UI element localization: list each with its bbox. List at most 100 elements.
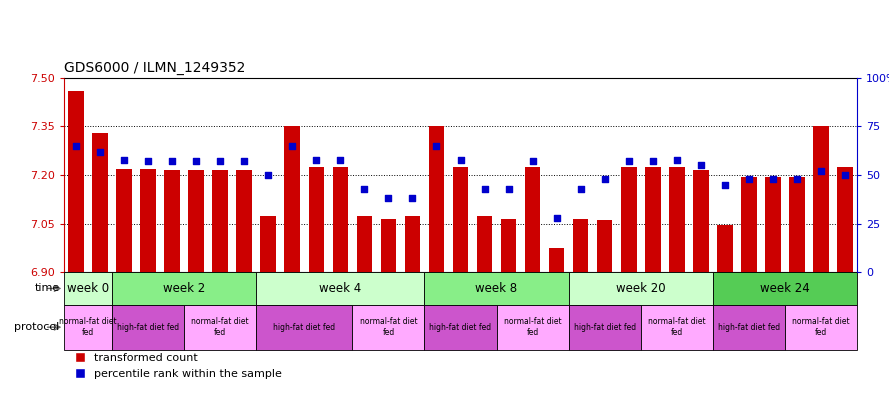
Text: GDS6000 / ILMN_1249352: GDS6000 / ILMN_1249352 (64, 61, 245, 75)
Point (501, 185, 516, 192)
Text: week 0: week 0 (67, 282, 109, 295)
Point (813, 168, 828, 174)
Bar (717, 225, 733, 272)
Bar (428, 127, 444, 272)
Text: normal-fat diet
fed: normal-fat diet fed (792, 318, 850, 337)
Point (261, 172, 276, 178)
Legend: transformed count, percentile rank within the sample: transformed count, percentile rank withi… (69, 349, 286, 384)
Bar (497, 305, 569, 350)
Point (117, 156, 132, 163)
Point (309, 156, 324, 163)
Bar (256, 272, 424, 305)
Bar (380, 219, 396, 272)
Bar (140, 169, 156, 272)
Point (213, 158, 228, 165)
Text: week 20: week 20 (616, 282, 666, 295)
Point (141, 158, 156, 165)
Bar (525, 167, 541, 272)
Bar (164, 170, 180, 272)
Point (717, 182, 732, 188)
Bar (573, 219, 589, 272)
Bar (64, 305, 112, 350)
Bar (597, 220, 613, 272)
Point (381, 195, 396, 202)
Point (621, 158, 636, 165)
Bar (641, 305, 713, 350)
Point (597, 176, 612, 182)
Text: normal-fat diet
fed: normal-fat diet fed (60, 318, 116, 337)
Point (837, 172, 852, 178)
Bar (501, 219, 517, 272)
Text: week 2: week 2 (163, 282, 205, 295)
Bar (669, 167, 685, 272)
Bar (404, 216, 420, 272)
Bar (116, 169, 132, 272)
Bar (332, 167, 348, 272)
Text: normal-fat diet
fed: normal-fat diet fed (359, 318, 417, 337)
Bar (569, 305, 641, 350)
Bar (453, 167, 469, 272)
Text: week 24: week 24 (760, 282, 810, 295)
Bar (212, 170, 228, 272)
Point (237, 158, 252, 165)
Bar (477, 216, 493, 272)
Point (285, 143, 300, 149)
Text: high-fat diet fed: high-fat diet fed (429, 323, 492, 332)
Point (573, 185, 588, 192)
Text: week 4: week 4 (319, 282, 362, 295)
Bar (693, 170, 709, 272)
Bar (424, 305, 497, 350)
Bar (785, 305, 857, 350)
Bar (112, 305, 184, 350)
Bar (64, 272, 112, 305)
Point (453, 156, 468, 163)
Bar (813, 127, 829, 272)
Point (789, 176, 804, 182)
Bar (68, 91, 84, 272)
Text: high-fat diet fed: high-fat diet fed (117, 323, 180, 332)
Point (765, 176, 780, 182)
Bar (256, 305, 352, 350)
Text: time: time (35, 283, 60, 294)
Point (357, 185, 372, 192)
Point (93, 149, 108, 155)
Text: high-fat diet fed: high-fat diet fed (573, 323, 636, 332)
Point (165, 158, 180, 165)
Point (429, 143, 444, 149)
Bar (789, 177, 805, 272)
Point (741, 176, 756, 182)
Text: protocol: protocol (14, 322, 60, 332)
Bar (352, 305, 424, 350)
Bar (308, 167, 324, 272)
Bar (621, 167, 637, 272)
Text: normal-fat diet
fed: normal-fat diet fed (648, 318, 706, 337)
Bar (112, 272, 256, 305)
Bar (741, 177, 757, 272)
Bar (424, 272, 569, 305)
Point (645, 158, 660, 165)
Bar (236, 170, 252, 272)
Bar (645, 167, 661, 272)
Bar (713, 305, 785, 350)
Text: high-fat diet fed: high-fat diet fed (273, 323, 335, 332)
Bar (765, 177, 781, 272)
Point (477, 185, 492, 192)
Bar (188, 170, 204, 272)
Bar (837, 167, 853, 272)
Bar (284, 127, 300, 272)
Point (405, 195, 420, 202)
Bar (713, 272, 857, 305)
Bar (92, 133, 108, 272)
Text: normal-fat diet
fed: normal-fat diet fed (504, 318, 562, 337)
Bar (356, 216, 372, 272)
Point (669, 156, 684, 163)
Bar (184, 305, 256, 350)
Point (549, 215, 564, 221)
Bar (549, 248, 565, 272)
Bar (260, 216, 276, 272)
Text: week 8: week 8 (476, 282, 517, 295)
Point (69, 143, 84, 149)
Point (693, 162, 708, 169)
Point (525, 158, 540, 165)
Bar (569, 272, 713, 305)
